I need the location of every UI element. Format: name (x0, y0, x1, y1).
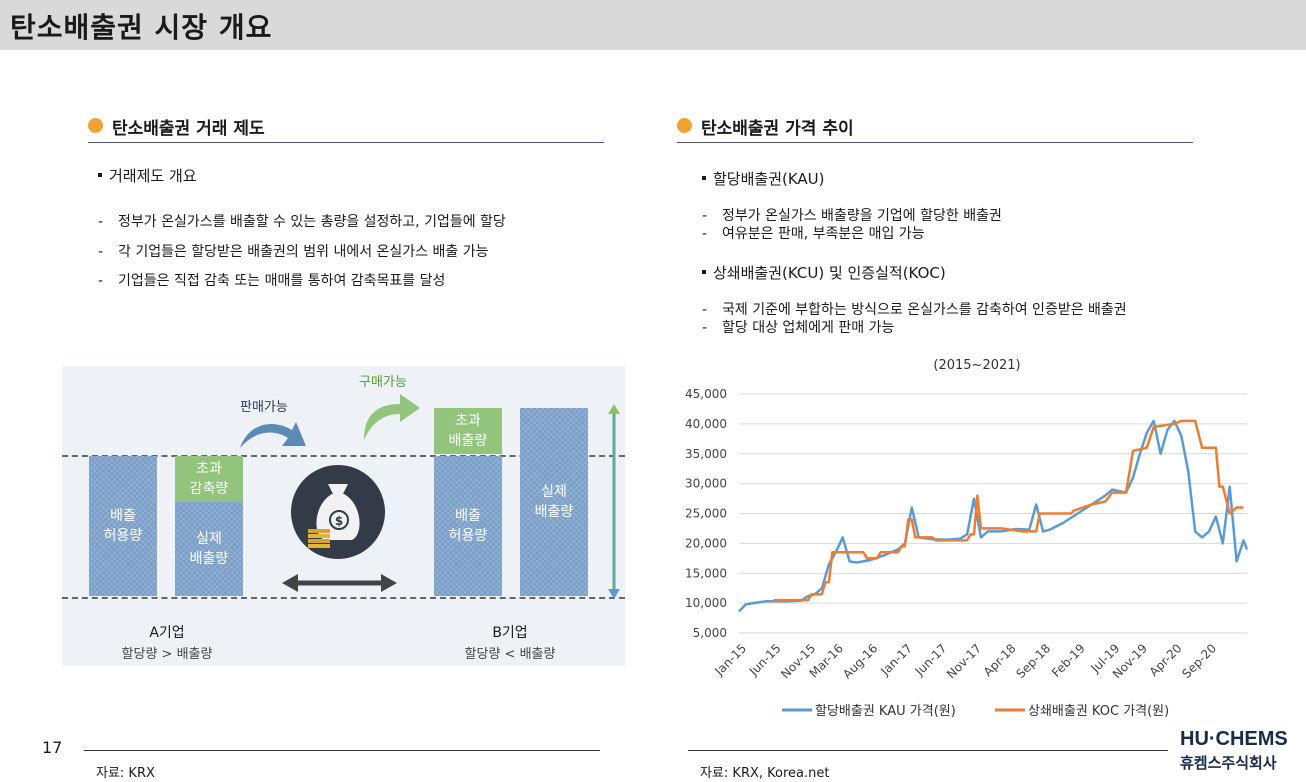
x-tick-label: Feb-19 (1049, 641, 1088, 680)
bullet-dot-icon (677, 118, 692, 133)
page-number: 17 (42, 738, 63, 757)
y-tick-label: 10,000 (685, 596, 727, 610)
footer-rule-right (688, 750, 1168, 751)
buy-arrow-icon (364, 394, 420, 440)
a-allowance-bar: 배출 허용량 (89, 456, 157, 596)
bullet-dot-icon (88, 118, 103, 133)
x-tick-label: Apr-18 (981, 641, 1019, 679)
x-tick-label: Sep-18 (1013, 641, 1053, 681)
price-chart: (2015~2021) 5,000 10,000 15,000 20,000 25,000… (677, 350, 1257, 730)
svg-text:$: $ (335, 514, 343, 528)
left-dash-item: - 기업들은 직접 감축 또는 매매를 통하여 감축목표를 달성 (98, 273, 446, 289)
b-actual-emission-bar: 실제 배출량 (520, 408, 588, 596)
section-title-left: 탄소배출권 거래 제도 (112, 119, 265, 139)
left-dash-item: -각 기업들은 할당받은 배출권의 범위 내에서 온실가스 배출 가능 (98, 244, 489, 260)
right-dash-text: 할당 대상 업체에게 판매 가능 (722, 320, 895, 336)
left-dash-item: - 정부가 온실가스를 배출할 수 있는 총량을 설정하고, 기업들에 할당 (98, 214, 506, 230)
y-tick-label: 5,000 (693, 626, 727, 640)
y-tick-label: 40,000 (685, 417, 727, 431)
company-logo-sub: 휴켐스주식회사 (1180, 754, 1277, 772)
left-bullet: 거래제도 개요 (98, 165, 197, 186)
title-bar: 탄소배출권 시장 개요 (0, 0, 1306, 50)
company-logo: HU·CHEMS (1180, 728, 1288, 750)
company-a-sub: 할당량 > 배출량 (121, 647, 213, 662)
right-dash-item: - 국제 기준에 부합하는 방식으로 온실가스를 감축하여 인증받은 배출권 (702, 302, 1127, 318)
y-tick-label: 45,000 (685, 387, 727, 401)
allowance-line (62, 455, 625, 457)
right-bullet-kau: 할당배출권(KAU) (702, 168, 825, 189)
emissions-trading-diagram: 배출 허용량 초과 감축량 실제 배출량 초과 배출량 배출 허용량 실제 배출… (62, 366, 625, 666)
right-dash-item: - 할당 대상 업체에게 판매 가능 (702, 320, 895, 336)
x-tick-label: Jan-17 (877, 641, 915, 679)
chart-title: (2015~2021) (933, 358, 1020, 373)
series-line-2 (773, 419, 1244, 602)
company-a-label: A기업 (149, 625, 185, 641)
a-actual-emission-bar: 실제 배출량 (175, 502, 243, 596)
right-bullet-koc: 상쇄배출권(KCU) 및 인증실적(KOC) (702, 262, 946, 283)
section-heading-left: 탄소배출권 거래 제도 (88, 113, 604, 143)
source-right: 자료: KRX, Korea.net (700, 766, 830, 781)
left-dash-text: 각 기업들은 할당받은 배출권의 범위 내에서 온실가스 배출 가능 (118, 244, 489, 260)
right-dash-item: - 여유분은 판매, 부족분은 매입 가능 (702, 226, 925, 242)
buy-label: 구매가능 (359, 375, 407, 390)
sell-arrow-icon (240, 422, 306, 448)
x-tick-label: Aug-16 (840, 641, 880, 681)
right-dash-text: 여유분은 판매, 부족분은 매입 가능 (722, 226, 925, 242)
a-excess-reduction-bar: 초과 감축량 (175, 456, 243, 502)
b-excess-emission-bar: 초과 배출량 (434, 408, 502, 454)
square-bullet-icon (702, 175, 706, 180)
series-line-1 (738, 419, 1249, 613)
y-tick-label: 35,000 (685, 447, 727, 461)
x-tick-label: Jan-15 (712, 641, 750, 679)
x-tick-label: Nov-17 (944, 641, 984, 681)
sell-label: 판매가능 (240, 400, 288, 415)
vertical-range-arrow-icon (608, 404, 620, 599)
right-dash-text: 정부가 온실가스 배출량을 기업에 할당한 배출권 (722, 208, 1002, 224)
company-b-label: B기업 (492, 625, 528, 641)
y-tick-label: 30,000 (685, 477, 727, 491)
x-tick-label: Jun-15 (746, 641, 784, 679)
left-dash-text: 기업들은 직접 감축 또는 매매를 통하여 감축목표를 달성 (118, 273, 446, 289)
right-dash-text: 국제 기준에 부합하는 방식으로 온실가스를 감축하여 인증받은 배출권 (722, 302, 1127, 318)
section-title-right: 탄소배출권 가격 추이 (701, 119, 854, 139)
legend-label: 상쇄배출권 KOC 가격(원) (1028, 704, 1169, 719)
price-chart-svg: (2015~2021) 5,000 10,000 15,000 20,000 25,000… (685, 358, 1249, 719)
page-title: 탄소배출권 시장 개요 (10, 11, 273, 44)
horizontal-exchange-arrow-icon (282, 574, 397, 592)
left-bullet-text: 거래제도 개요 (109, 167, 197, 185)
y-tick-label: 25,000 (685, 507, 727, 521)
square-bullet-icon (98, 172, 102, 177)
x-tick-label: Sep-20 (1179, 641, 1219, 681)
y-tick-label: 20,000 (685, 536, 727, 550)
square-bullet-icon (702, 269, 706, 274)
right-dash-item: - 정부가 온실가스 배출량을 기업에 할당한 배출권 (702, 208, 1002, 224)
b-allowance-bar: 배출 허용량 (434, 456, 502, 596)
baseline-line (62, 597, 625, 599)
money-bag-icon: $ (291, 465, 385, 559)
footer-rule-left (84, 750, 600, 751)
left-dash-text: 정부가 온실가스를 배출할 수 있는 총량을 설정하고, 기업들에 할당 (118, 214, 506, 230)
company-b-sub: 할당량 < 배출량 (464, 647, 556, 662)
x-tick-label: Apr-20 (1147, 641, 1185, 679)
right-bullet-koc-text: 상쇄배출권(KCU) 및 인증실적(KOC) (713, 264, 946, 282)
source-left: 자료: KRX (96, 766, 155, 781)
y-tick-label: 15,000 (685, 566, 727, 580)
x-tick-label: Jun-17 (912, 641, 950, 679)
legend-label: 할당배출권 KAU 가격(원) (815, 704, 956, 719)
right-bullet-kau-text: 할당배출권(KAU) (713, 170, 825, 188)
section-heading-right: 탄소배출권 가격 추이 (677, 113, 1193, 143)
